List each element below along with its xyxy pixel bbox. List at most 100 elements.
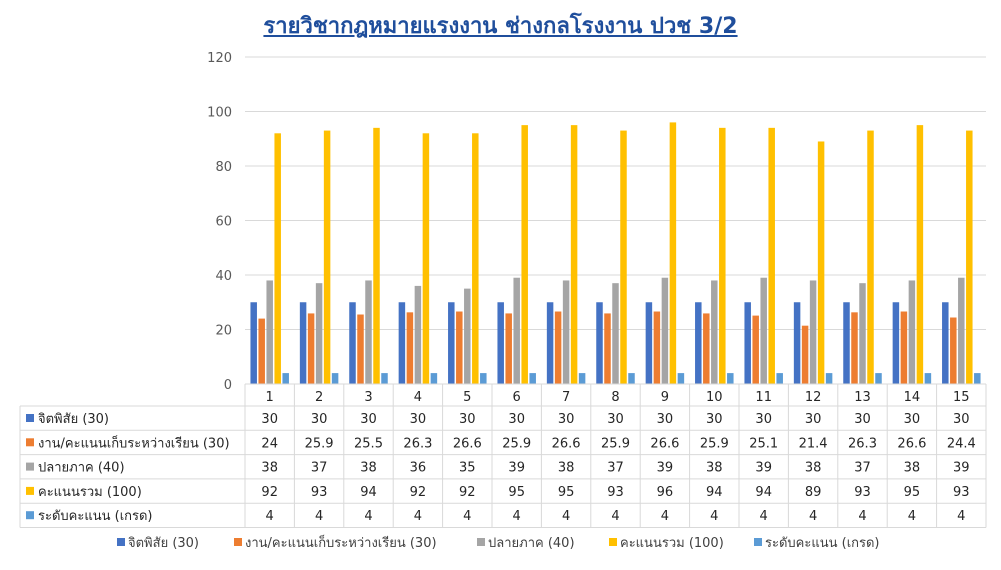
bar <box>825 373 833 384</box>
data-label: 30 <box>657 412 674 427</box>
data-label: 93 <box>311 485 328 500</box>
data-label: 30 <box>755 412 772 427</box>
bar <box>250 302 257 384</box>
x-tick-label: 7 <box>562 390 570 405</box>
data-label: 30 <box>459 412 476 427</box>
data-label: 26.6 <box>552 436 581 451</box>
bar <box>950 317 957 384</box>
data-label: 26.6 <box>453 436 482 451</box>
legend-label: คะแนนรวม (100) <box>620 536 724 551</box>
data-label: 35 <box>459 461 476 476</box>
x-tick-label: 8 <box>611 390 619 405</box>
data-label: 4 <box>266 509 274 524</box>
x-tick-label: 5 <box>463 390 471 405</box>
data-label: 4 <box>661 509 669 524</box>
data-label: 96 <box>657 485 674 500</box>
bar <box>793 302 801 384</box>
table-row-label: ระดับคะแนน (เกรด) <box>38 509 153 524</box>
bar <box>900 311 908 384</box>
legend-label: งาน/คะแนนเก็บระหว่างเรียน (30) <box>245 533 437 551</box>
legend-key <box>234 538 242 546</box>
data-label: 92 <box>410 485 427 500</box>
bar <box>497 302 504 384</box>
bar <box>892 302 900 384</box>
data-label: 30 <box>558 412 575 427</box>
x-tick-label: 15 <box>953 390 970 405</box>
bar <box>422 133 430 384</box>
data-label: 25.9 <box>305 436 334 451</box>
data-label: 95 <box>904 485 921 500</box>
bar <box>505 313 512 384</box>
data-label: 24.4 <box>947 436 976 451</box>
data-label: 93 <box>953 485 970 500</box>
bar <box>562 280 570 384</box>
bar <box>628 373 635 384</box>
data-label: 4 <box>908 509 916 524</box>
table-row-label: คะแนนรวม (100) <box>38 485 142 500</box>
bar <box>801 325 809 384</box>
bar <box>448 302 455 384</box>
data-label: 39 <box>755 461 772 476</box>
bar <box>817 141 825 384</box>
bar <box>760 277 767 384</box>
data-label: 94 <box>755 485 772 500</box>
bar <box>776 373 783 384</box>
legend-label: ปลายภาค (40) <box>488 536 575 551</box>
bar <box>414 285 422 384</box>
data-label: 4 <box>463 509 471 524</box>
data-label: 94 <box>706 485 723 500</box>
table-legend-key <box>26 438 34 447</box>
data-label: 25.9 <box>502 436 531 451</box>
data-label: 30 <box>904 412 921 427</box>
y-tick-label: 100 <box>207 106 232 121</box>
table-legend-key <box>26 414 34 422</box>
data-label: 39 <box>953 461 970 476</box>
bar <box>570 125 578 384</box>
bar <box>406 312 414 384</box>
x-tick-label: 3 <box>364 390 372 405</box>
bar <box>908 280 916 384</box>
data-label: 25.1 <box>749 436 778 451</box>
bar <box>323 130 331 384</box>
data-label: 4 <box>562 509 570 524</box>
y-tick-label: 0 <box>224 378 232 393</box>
x-tick-label: 14 <box>904 390 921 405</box>
bar <box>661 277 669 384</box>
data-label: 25.9 <box>601 436 630 451</box>
data-label: 26.6 <box>897 436 926 451</box>
data-label: 25.9 <box>700 436 729 451</box>
data-label: 89 <box>805 485 822 500</box>
data-label: 93 <box>854 485 871 500</box>
x-tick-label: 10 <box>706 390 723 405</box>
bar <box>299 302 307 384</box>
bar <box>859 283 866 384</box>
bar <box>307 313 315 384</box>
data-label: 37 <box>311 461 328 476</box>
y-tick-label: 80 <box>215 160 232 175</box>
bar <box>843 302 850 384</box>
data-label: 37 <box>854 461 871 476</box>
bar <box>875 373 882 384</box>
data-label: 4 <box>858 509 866 524</box>
bar <box>464 288 471 384</box>
bar <box>645 302 653 384</box>
table-row-label: จิตพิสัย (30) <box>38 412 109 427</box>
bar <box>942 302 949 384</box>
data-label: 30 <box>854 412 871 427</box>
data-label: 4 <box>710 509 718 524</box>
data-label: 93 <box>607 485 624 500</box>
data-label: 36 <box>410 461 427 476</box>
x-tick-label: 12 <box>805 390 822 405</box>
data-label: 92 <box>459 485 476 500</box>
data-label: 30 <box>607 412 624 427</box>
table-legend-key <box>26 486 34 495</box>
bar <box>357 314 364 384</box>
bar <box>966 130 973 384</box>
y-tick-label: 20 <box>215 324 232 339</box>
bar <box>809 280 817 384</box>
data-label: 26.6 <box>650 436 679 451</box>
legend-label: ระดับคะแนน (เกรด) <box>765 536 880 551</box>
y-tick-label: 40 <box>215 269 232 284</box>
data-label: 26.3 <box>403 436 432 451</box>
